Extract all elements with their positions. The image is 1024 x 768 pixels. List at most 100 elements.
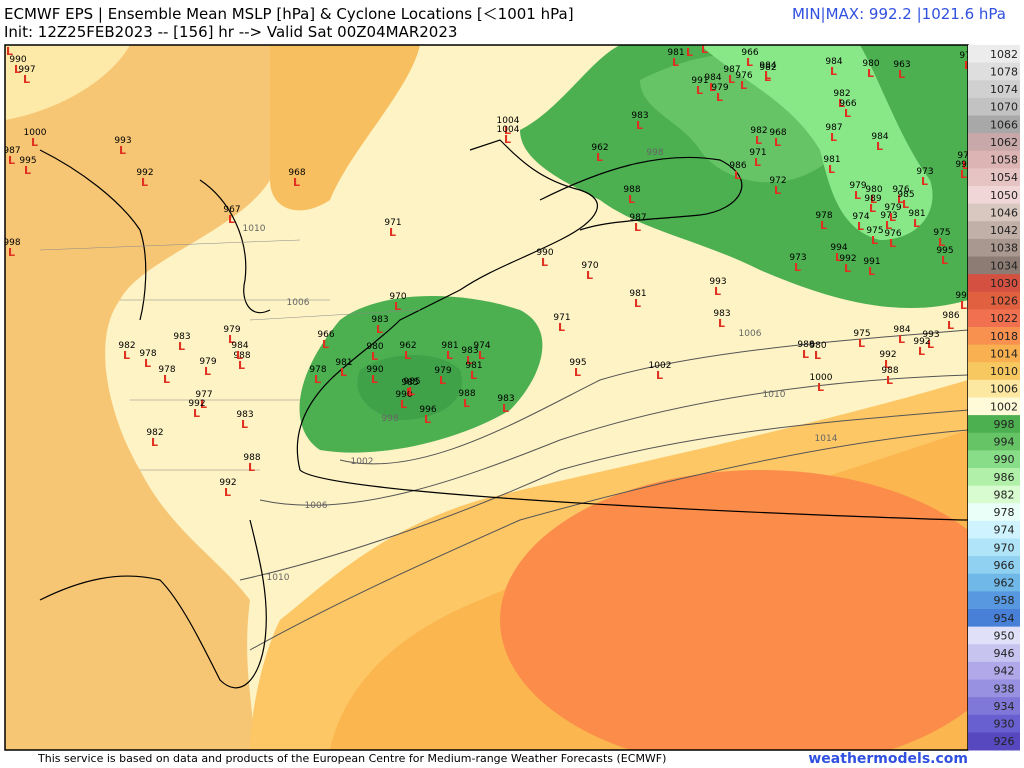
cyclone-pressure: 984 xyxy=(871,132,888,142)
cyclone-pressure: 998 xyxy=(3,238,20,248)
cyclone-symbol: L xyxy=(371,350,378,363)
cyclone-symbol: L xyxy=(876,140,883,153)
cyclone-pressure: 992 xyxy=(839,254,856,264)
cyclone-symbol: L xyxy=(927,338,934,351)
cyclone-pressure: 985 xyxy=(401,378,418,388)
cyclone-pressure: 982 xyxy=(759,63,776,73)
colorbar-label: 978 xyxy=(994,506,1015,519)
cyclone-pressure: 986 xyxy=(729,161,746,171)
cyclone-pressure: 984 xyxy=(704,73,721,83)
cyclone-symbol: L xyxy=(628,193,635,206)
colorbar-cell xyxy=(968,274,1020,293)
cyclone-symbol: L xyxy=(962,159,969,172)
cyclone-symbol: L xyxy=(835,251,842,264)
cyclone-pressure: 995 xyxy=(19,156,36,166)
colorbar-label: 954 xyxy=(994,612,1015,625)
cyclone-symbol: L xyxy=(314,373,321,386)
cyclone-pressure: 970 xyxy=(581,261,598,271)
cyclone-pressure: 985 xyxy=(897,190,914,200)
cyclone-pressure: 1004 xyxy=(497,125,520,135)
cyclone-symbol: L xyxy=(6,45,13,58)
colorbar-label: 998 xyxy=(994,418,1015,431)
cyclone-symbol: L xyxy=(858,337,865,350)
cyclone-symbol: L xyxy=(119,144,126,157)
colorbar-cell xyxy=(968,520,1020,539)
cyclone-symbol: L xyxy=(406,386,413,399)
cyclone-symbol: L xyxy=(828,163,835,176)
colorbar-cell xyxy=(968,80,1020,99)
cyclone-pressure: 983 xyxy=(497,394,514,404)
cyclone-symbol: L xyxy=(322,338,329,351)
cyclone-symbol: L xyxy=(634,297,641,310)
cyclone-pressure: 991 xyxy=(955,160,972,170)
cyclone-pressure: 980 xyxy=(809,341,826,351)
cyclone-pressure: 981 xyxy=(908,209,925,219)
cyclone-symbol: L xyxy=(558,321,565,334)
cyclone-symbol: L xyxy=(394,300,401,313)
colorbar-label: 1034 xyxy=(990,259,1018,272)
colorbar-cell xyxy=(968,168,1020,187)
cyclone-symbol: L xyxy=(960,299,967,312)
cyclone-pressure: 987 xyxy=(3,146,20,156)
cyclone-pressure: 986 xyxy=(942,311,959,321)
cyclone-pressure: 974 xyxy=(473,341,490,351)
cyclone-symbol: L xyxy=(23,73,30,86)
cyclone-symbol: L xyxy=(838,97,845,110)
cyclone-symbol: L xyxy=(672,56,679,69)
cyclone-pressure: 995 xyxy=(936,246,953,256)
cyclone-symbol: L xyxy=(123,349,130,362)
cyclone-symbol: L xyxy=(686,46,693,59)
colorbar-label: 1026 xyxy=(990,295,1018,308)
cyclone-symbol: L xyxy=(141,176,148,189)
cyclone-pressure: 994 xyxy=(830,243,847,253)
colorbar-cell xyxy=(968,468,1020,487)
colorbar-cell xyxy=(968,644,1020,663)
cyclone-symbol: L xyxy=(755,134,762,147)
cyclone-pressure: 983 xyxy=(713,309,730,319)
cyclone-symbol: L xyxy=(938,236,945,249)
cyclone-symbol: L xyxy=(446,349,453,362)
colorbar-label: 1042 xyxy=(990,224,1018,237)
cyclone-pressure: 962 xyxy=(399,341,416,351)
cyclone-symbol: L xyxy=(439,374,446,387)
cyclone-pressure: 993 xyxy=(1,37,18,47)
cyclone-symbol: L xyxy=(902,198,909,211)
cyclone-symbol: L xyxy=(200,398,207,411)
cyclone-symbol: L xyxy=(178,340,185,353)
colorbar-cell xyxy=(968,150,1020,169)
cyclone-pressure: 983 xyxy=(631,111,648,121)
cyclone-pressure: 984 xyxy=(231,341,248,351)
cyclone-symbol: L xyxy=(636,119,643,132)
cyclone-pressure: 979 xyxy=(199,357,216,367)
cyclone-symbol: L xyxy=(241,418,248,431)
cyclone-symbol: L xyxy=(871,234,878,247)
cyclone-symbol: L xyxy=(696,84,703,97)
colorbar-cell xyxy=(968,97,1020,116)
cyclone-pressure: 992 xyxy=(188,399,205,409)
cyclone-symbol: L xyxy=(8,154,15,167)
subtitle: Init: 12Z25FEB2023 -- [156] hr --> Valid… xyxy=(4,23,457,41)
colorbar-label: 986 xyxy=(994,471,1015,484)
colorbar-label: 1054 xyxy=(990,171,1018,184)
cyclone-pressure: 988 xyxy=(243,453,260,463)
colorbar-cell xyxy=(968,538,1020,557)
cyclone-symbol: L xyxy=(754,156,761,169)
cyclone-pressure: 967 xyxy=(223,205,240,215)
cyclone-symbol: L xyxy=(820,219,827,232)
cyclone-pressure: 981 xyxy=(667,48,684,58)
cyclone-symbol: L xyxy=(844,262,851,275)
colorbar-cell xyxy=(968,256,1020,275)
cyclone-pressure: 966 xyxy=(741,48,758,58)
cyclone-symbol: L xyxy=(340,366,347,379)
cyclone-symbol: L xyxy=(31,136,38,149)
colorbar-label: 1030 xyxy=(990,277,1018,290)
cyclone-pressure: 981 xyxy=(441,341,458,351)
contour-label: 1002 xyxy=(351,457,374,467)
cyclone-symbol: L xyxy=(898,68,905,81)
cyclone-pressure: 992 xyxy=(879,350,896,360)
cyclone-symbol: L xyxy=(204,365,211,378)
cyclone-symbol: L xyxy=(884,358,891,371)
cyclone-pressure: 987 xyxy=(825,123,842,133)
cyclone-symbol: L xyxy=(854,189,861,202)
colorbar-label: 1066 xyxy=(990,118,1018,131)
